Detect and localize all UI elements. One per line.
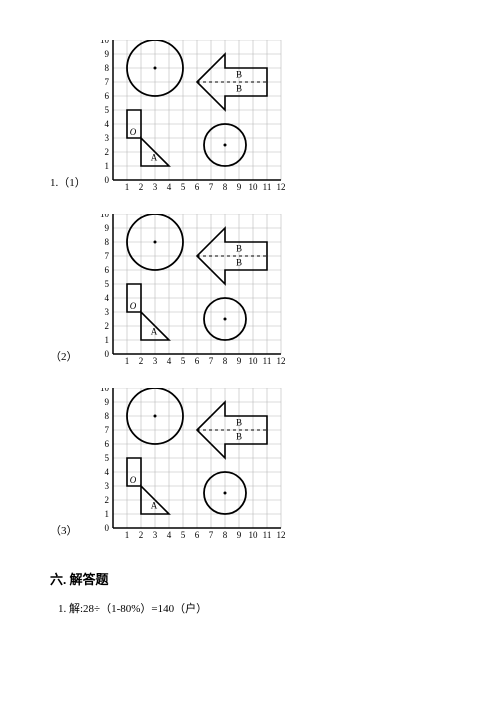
svg-text:2: 2: [105, 147, 110, 157]
svg-text:1: 1: [125, 182, 130, 192]
svg-text:1: 1: [105, 509, 110, 519]
svg-text:1: 1: [125, 530, 130, 540]
svg-text:6: 6: [105, 91, 110, 101]
svg-text:B: B: [236, 418, 242, 428]
svg-text:6: 6: [195, 356, 200, 366]
svg-text:11: 11: [263, 530, 272, 540]
figure-row-3: （3）123456789101112012345678910OABB: [50, 388, 450, 544]
svg-text:11: 11: [263, 182, 272, 192]
svg-text:7: 7: [209, 356, 214, 366]
svg-text:8: 8: [223, 182, 228, 192]
svg-text:4: 4: [167, 356, 172, 366]
svg-text:10: 10: [249, 356, 259, 366]
svg-text:1: 1: [105, 161, 110, 171]
svg-text:B: B: [236, 432, 242, 442]
svg-text:1: 1: [125, 356, 130, 366]
svg-text:6: 6: [105, 439, 110, 449]
figure-label-1: 1.（1）: [50, 174, 95, 196]
svg-text:7: 7: [105, 251, 110, 261]
svg-text:4: 4: [105, 293, 110, 303]
svg-text:2: 2: [139, 356, 144, 366]
grid-figure-1: 123456789101112012345678910OABB: [95, 40, 285, 196]
figure-row-1: 1.（1）123456789101112012345678910OABB: [50, 40, 450, 196]
svg-text:O: O: [130, 301, 137, 311]
svg-text:11: 11: [263, 356, 272, 366]
svg-text:4: 4: [105, 119, 110, 129]
svg-text:A: A: [151, 152, 158, 162]
svg-text:1: 1: [105, 335, 110, 345]
svg-text:2: 2: [139, 530, 144, 540]
svg-text:10: 10: [249, 530, 259, 540]
svg-text:10: 10: [100, 388, 110, 393]
svg-text:6: 6: [195, 530, 200, 540]
svg-text:12: 12: [277, 530, 286, 540]
svg-text:9: 9: [105, 49, 110, 59]
svg-text:10: 10: [249, 182, 259, 192]
svg-text:12: 12: [277, 182, 286, 192]
svg-text:7: 7: [105, 77, 110, 87]
svg-text:3: 3: [105, 133, 110, 143]
svg-text:0: 0: [105, 175, 110, 185]
svg-text:7: 7: [209, 182, 214, 192]
svg-text:B: B: [236, 244, 242, 254]
svg-text:9: 9: [237, 530, 242, 540]
svg-text:12: 12: [277, 356, 286, 366]
answer-line-1: 1. 解:28÷（1-80%）=140（户）: [58, 600, 450, 616]
section-title: 六. 解答题: [50, 569, 450, 588]
svg-text:3: 3: [105, 307, 110, 317]
svg-text:A: A: [151, 500, 158, 510]
svg-text:B: B: [236, 84, 242, 94]
svg-text:9: 9: [105, 223, 110, 233]
grid-figure-3: 123456789101112012345678910OABB: [95, 388, 285, 544]
svg-text:10: 10: [100, 40, 110, 45]
svg-text:8: 8: [223, 356, 228, 366]
svg-text:O: O: [130, 127, 137, 137]
svg-text:7: 7: [209, 530, 214, 540]
svg-text:9: 9: [237, 356, 242, 366]
svg-text:8: 8: [105, 411, 110, 421]
svg-text:4: 4: [167, 182, 172, 192]
svg-text:8: 8: [105, 237, 110, 247]
grid-figure-2: 123456789101112012345678910OABB: [95, 214, 285, 370]
svg-text:O: O: [130, 475, 137, 485]
figure-label-2: （2）: [50, 348, 95, 370]
svg-text:4: 4: [167, 530, 172, 540]
svg-text:3: 3: [153, 356, 158, 366]
svg-text:B: B: [236, 70, 242, 80]
svg-text:5: 5: [105, 279, 110, 289]
svg-text:B: B: [236, 258, 242, 268]
svg-text:A: A: [151, 326, 158, 336]
svg-text:4: 4: [105, 467, 110, 477]
svg-text:6: 6: [195, 182, 200, 192]
svg-text:0: 0: [105, 349, 110, 359]
svg-text:9: 9: [237, 182, 242, 192]
svg-text:2: 2: [105, 321, 110, 331]
svg-text:3: 3: [105, 481, 110, 491]
svg-text:5: 5: [105, 453, 110, 463]
figure-label-3: （3）: [50, 522, 95, 544]
svg-text:0: 0: [105, 523, 110, 533]
svg-text:5: 5: [105, 105, 110, 115]
svg-text:5: 5: [181, 182, 186, 192]
figure-row-2: （2）123456789101112012345678910OABB: [50, 214, 450, 370]
svg-text:5: 5: [181, 356, 186, 366]
svg-text:7: 7: [105, 425, 110, 435]
svg-text:8: 8: [105, 63, 110, 73]
svg-text:9: 9: [105, 397, 110, 407]
svg-text:2: 2: [105, 495, 110, 505]
svg-text:3: 3: [153, 530, 158, 540]
svg-text:2: 2: [139, 182, 144, 192]
svg-text:5: 5: [181, 530, 186, 540]
svg-text:3: 3: [153, 182, 158, 192]
svg-text:10: 10: [100, 214, 110, 219]
svg-text:8: 8: [223, 530, 228, 540]
svg-text:6: 6: [105, 265, 110, 275]
